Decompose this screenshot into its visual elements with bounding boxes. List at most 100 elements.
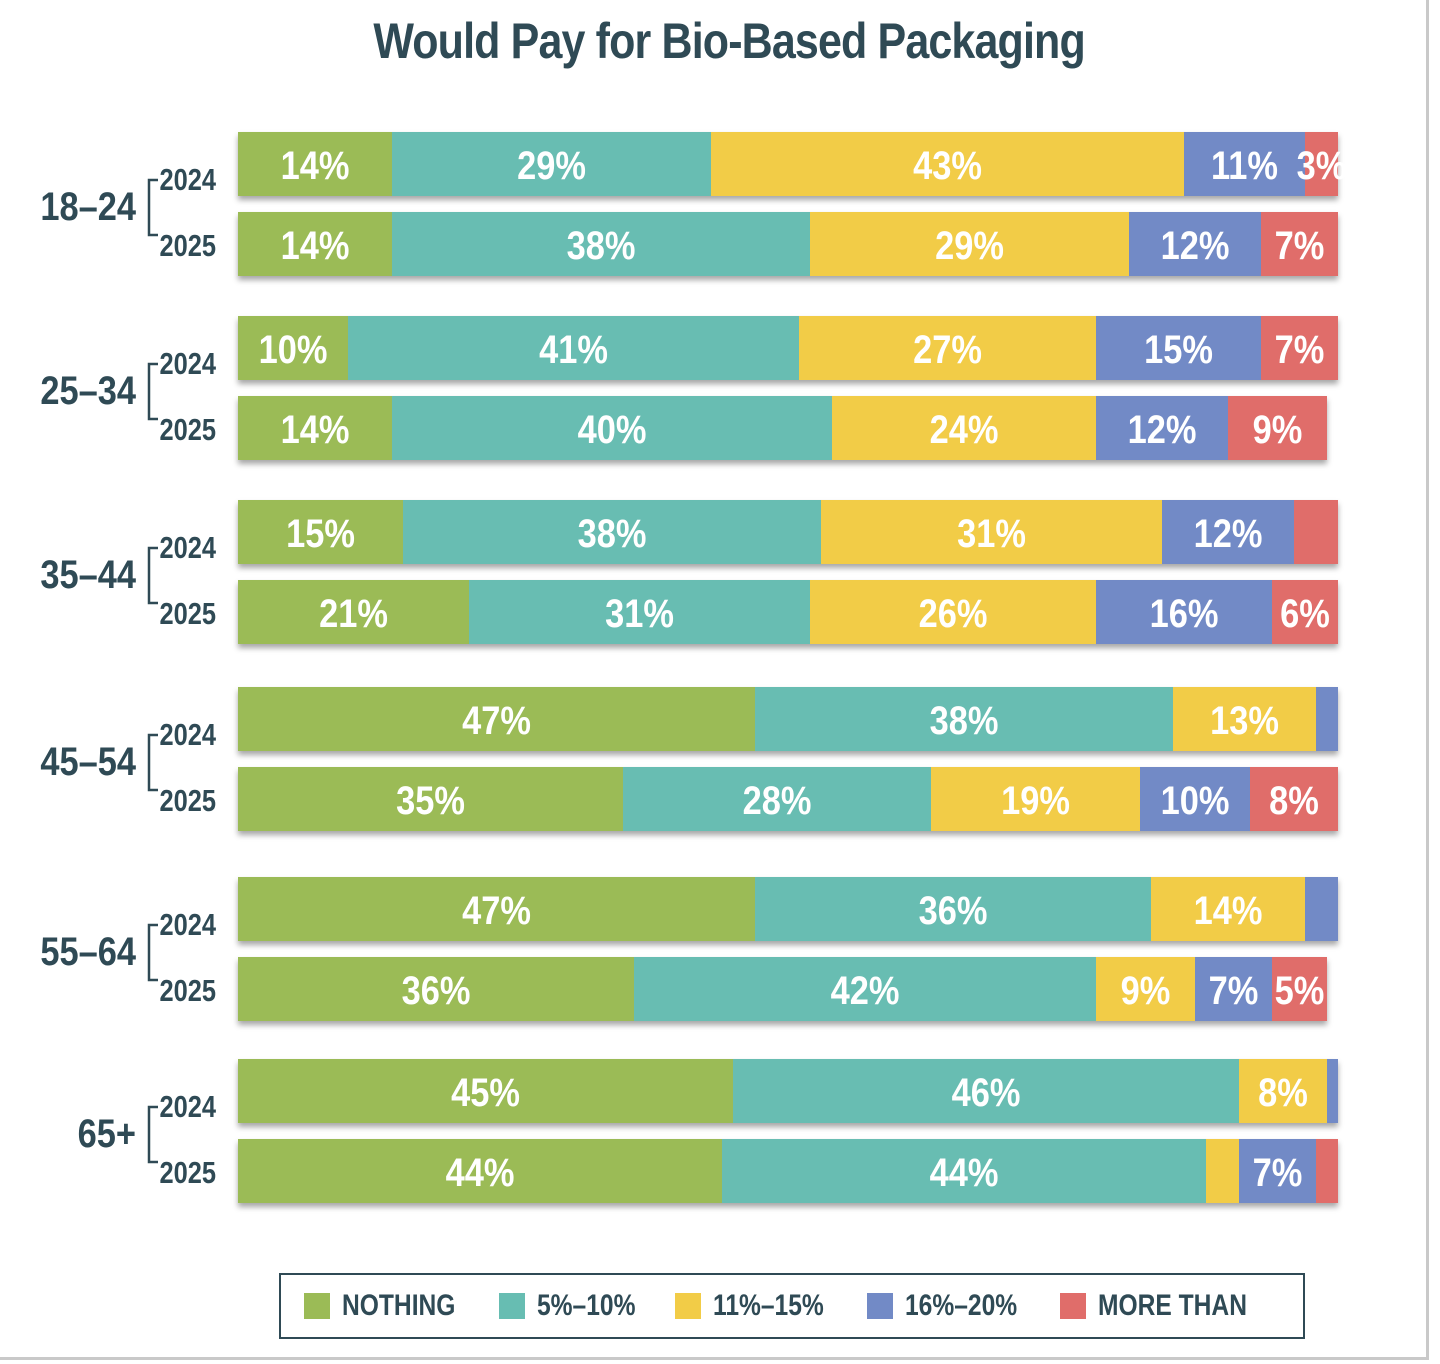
legend-label-nothing: NOTHING	[342, 1289, 456, 1322]
bar-45-54-2024	[238, 687, 1338, 751]
bar-18-24-2025	[238, 212, 1338, 276]
segment-25-34-2024-11-15-	[799, 316, 1096, 380]
year-label-25-34-2025: 2025	[159, 413, 216, 448]
data-label-55-64-2025-11-15-: 9%	[1121, 968, 1171, 1013]
data-label-18-24-2024-16-20-: 11%	[1211, 143, 1278, 188]
bracket-45-54	[147, 733, 158, 792]
data-label-55-64-2025-MORE-THAN: 5%	[1275, 968, 1325, 1013]
bar-55-64-2025	[238, 957, 1327, 1021]
bracket-25-34	[147, 362, 158, 421]
legend-swatch-11-15	[675, 1293, 702, 1319]
data-label-45-54-2024-11-15-: 13%	[1210, 698, 1279, 743]
legend-label-5-10: 5%–10%	[536, 1289, 636, 1322]
segment-65plus-2024-16-20-	[1327, 1059, 1338, 1123]
segment-25-34-2024-NOTHING	[238, 316, 348, 380]
legend-item-nothing: NOTHING	[304, 1289, 480, 1323]
data-label-25-34-2024-16-20-: 15%	[1144, 327, 1213, 372]
year-label-18-24-2024: 2024	[159, 163, 216, 198]
bar-45-54-2025	[238, 767, 1338, 831]
age-group-25-34: 25–34 2024 10% 41% 27% 15% 7% 2025 14% 40% 24% 12% 9…	[40, 316, 1338, 460]
data-label-55-64-2025-16-20-: 7%	[1209, 968, 1259, 1013]
bar-25-34-2025	[238, 396, 1327, 460]
data-label-65plus-2024-11-15-: 8%	[1258, 1070, 1308, 1115]
legend: NOTHING 5%–10% 11%–15% 16%–20% MORE THAN	[279, 1273, 1305, 1339]
segment-25-34-2024-MORE-THAN	[1261, 316, 1338, 380]
segment-35-44-2024-16-20-	[1162, 500, 1294, 564]
legend-label-16-20: 16%–20%	[904, 1289, 1018, 1322]
segment-45-54-2025-16-20-	[1140, 767, 1250, 831]
data-label-18-24-2024-5-10-: 29%	[517, 143, 586, 188]
segment-45-54-2024-NOTHING	[238, 687, 755, 751]
data-label-25-34-2025-NOTHING: 14%	[281, 407, 350, 452]
segment-18-24-2024-11-15-	[711, 132, 1184, 196]
segment-18-24-2024-MORE-THAN	[1305, 132, 1338, 196]
data-label-18-24-2024-11-15-: 43%	[913, 143, 982, 188]
segment-55-64-2025-MORE-THAN	[1272, 957, 1327, 1021]
data-label-55-64-2025-NOTHING: 36%	[402, 968, 471, 1013]
data-label-18-24-2025-5-10-: 38%	[567, 223, 636, 268]
legend-swatch-16-20	[866, 1293, 893, 1319]
segment-35-44-2024-MORE-THAN	[1294, 500, 1338, 564]
age-group-45-54: 45–54 2024 47% 38% 13% 2025 35% 28% 19% 10% 8%	[40, 687, 1338, 831]
data-label-18-24-2025-16-20-: 12%	[1161, 223, 1230, 268]
bar-65plus-2025	[238, 1139, 1338, 1203]
legend-label-11-15: 11%–15%	[713, 1289, 825, 1322]
data-label-18-24-2025-11-15-: 29%	[935, 223, 1004, 268]
legend-label-more-than: MORE THAN	[1098, 1289, 1248, 1322]
segment-25-34-2025-NOTHING	[238, 396, 392, 460]
segment-65plus-2025-MORE-THAN	[1316, 1139, 1338, 1203]
data-label-25-34-2024-NOTHING: 10%	[259, 327, 328, 372]
legend-item-5-10: 5%–10%	[498, 1289, 657, 1323]
year-label-65plus-2025: 2025	[159, 1156, 216, 1191]
segment-65plus-2024-NOTHING	[238, 1059, 733, 1123]
segment-45-54-2024-16-20-	[1316, 687, 1338, 751]
data-label-55-64-2025-5-10-: 42%	[831, 968, 900, 1013]
segment-65plus-2024-5-10-	[733, 1059, 1239, 1123]
segment-25-34-2025-MORE-THAN	[1228, 396, 1327, 460]
data-label-18-24-2025-MORE-THAN: 7%	[1275, 223, 1325, 268]
year-label-55-64-2024: 2024	[159, 908, 216, 943]
age-group-65plus: 65+ 2024 45% 46% 8% 2025 44% 44% 7%	[78, 1059, 1338, 1203]
segment-65plus-2025-16-20-	[1239, 1139, 1316, 1203]
data-label-35-44-2024-5-10-: 38%	[578, 511, 647, 556]
segment-35-44-2025-16-20-	[1096, 580, 1272, 644]
bar-25-34-2024	[238, 316, 1338, 380]
data-label-25-34-2025-16-20-: 12%	[1128, 407, 1197, 452]
segment-55-64-2025-NOTHING	[238, 957, 634, 1021]
data-label-18-24-2024-NOTHING: 14%	[281, 143, 350, 188]
segment-18-24-2025-16-20-	[1129, 212, 1261, 276]
segment-55-64-2024-5-10-	[755, 877, 1151, 941]
segment-18-24-2025-MORE-THAN	[1261, 212, 1338, 276]
data-label-25-34-2025-MORE-THAN: 9%	[1253, 407, 1303, 452]
segment-55-64-2024-16-20-	[1305, 877, 1338, 941]
year-label-45-54-2025: 2025	[159, 784, 216, 819]
segment-18-24-2025-11-15-	[810, 212, 1129, 276]
data-label-35-44-2025-5-10-: 31%	[605, 591, 674, 636]
segment-45-54-2024-11-15-	[1173, 687, 1316, 751]
segment-35-44-2025-11-15-	[810, 580, 1096, 644]
data-label-55-64-2024-5-10-: 36%	[919, 888, 988, 933]
chart-title: Would Pay for Bio-Based Packaging	[373, 13, 1085, 69]
segment-35-44-2024-NOTHING	[238, 500, 403, 564]
segment-55-64-2025-16-20-	[1195, 957, 1272, 1021]
data-label-25-34-2024-5-10-: 41%	[539, 327, 608, 372]
group-label-45-54: 45–54	[40, 739, 136, 784]
bar-65plus-2024	[238, 1059, 1338, 1123]
legend-swatch-more-than	[1060, 1293, 1087, 1319]
segment-55-64-2025-5-10-	[634, 957, 1096, 1021]
legend-swatch-nothing	[304, 1293, 331, 1319]
data-label-25-34-2025-5-10-: 40%	[578, 407, 647, 452]
segment-35-44-2025-NOTHING	[238, 580, 469, 644]
age-group-18-24: 18–24 2024 14% 29% 43% 11% 3% 2025 14% 38% 29% 12% 7…	[40, 132, 1346, 276]
data-label-35-44-2024-11-15-: 31%	[957, 511, 1026, 556]
segment-35-44-2025-5-10-	[469, 580, 810, 644]
year-label-35-44-2024: 2024	[159, 531, 216, 566]
bar-18-24-2024	[238, 132, 1338, 196]
year-label-55-64-2025: 2025	[159, 974, 216, 1009]
segment-18-24-2025-NOTHING	[238, 212, 392, 276]
data-label-45-54-2025-MORE-THAN: 8%	[1269, 778, 1319, 823]
segment-65plus-2025-11-15-	[1206, 1139, 1239, 1203]
data-label-35-44-2025-16-20-: 16%	[1150, 591, 1219, 636]
data-label-35-44-2025-MORE-THAN: 6%	[1280, 591, 1330, 636]
data-label-25-34-2024-11-15-: 27%	[913, 327, 982, 372]
